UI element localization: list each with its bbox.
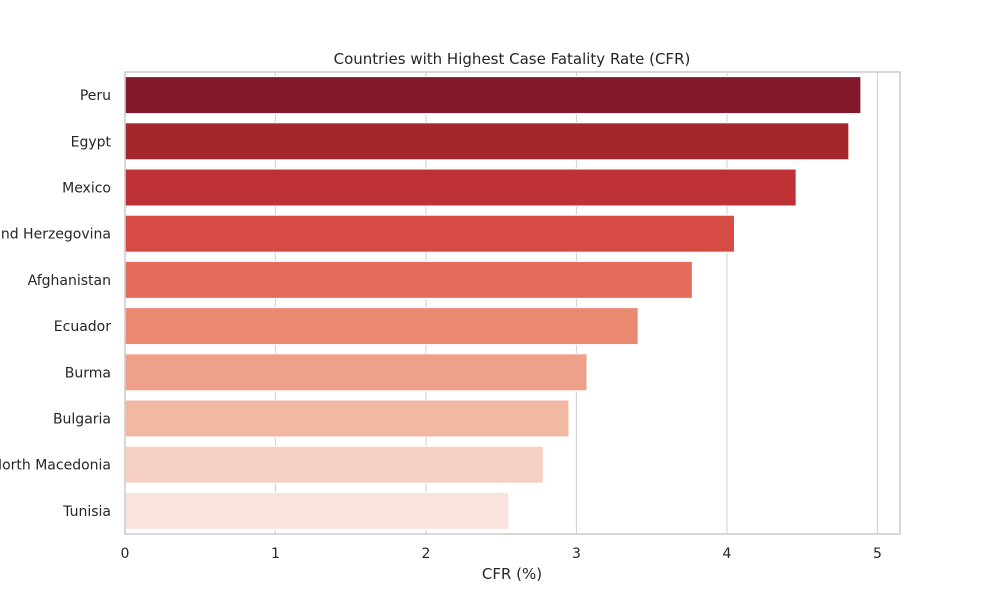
x-tick-label: 0	[121, 546, 130, 562]
y-tick-labels: Peru Egypt Mexico Bosnia and Herzegovina Afg…	[0, 88, 111, 520]
y-tick-label: Egypt	[71, 134, 112, 150]
plot-frame	[124, 71, 901, 535]
bar	[124, 122, 850, 161]
y-tick-label: Tunisia	[62, 504, 111, 520]
bar	[124, 353, 588, 392]
bar	[124, 307, 639, 346]
x-axis-label: CFR (%)	[482, 565, 542, 583]
y-tick-label: Bosnia and Herzegovina	[0, 227, 111, 243]
y-tick-label: Mexico	[62, 181, 111, 197]
bar	[124, 168, 797, 207]
y-tick-label: Peru	[80, 88, 111, 104]
bar	[124, 260, 693, 299]
x-tick-label: 5	[873, 546, 882, 562]
x-tick-label: 4	[722, 546, 731, 562]
y-tick-label: Afghanistan	[28, 273, 111, 289]
y-tick-label: North Macedonia	[0, 458, 111, 474]
bar	[124, 214, 735, 253]
x-tick-label: 1	[271, 546, 280, 562]
bar	[124, 399, 570, 438]
bars	[124, 76, 862, 530]
x-tick-label: 2	[422, 546, 431, 562]
bar	[124, 76, 862, 115]
y-tick-label: Burma	[65, 365, 111, 381]
chart-title: Countries with Highest Case Fatality Rat…	[334, 50, 691, 68]
y-tick-label: Bulgaria	[53, 412, 111, 428]
bar	[124, 445, 544, 484]
x-tick-label: 3	[572, 546, 581, 562]
bar	[124, 491, 510, 530]
y-tick-label: Ecuador	[54, 319, 111, 335]
x-tick-labels: 0 1 2 3 4 5	[121, 546, 882, 562]
